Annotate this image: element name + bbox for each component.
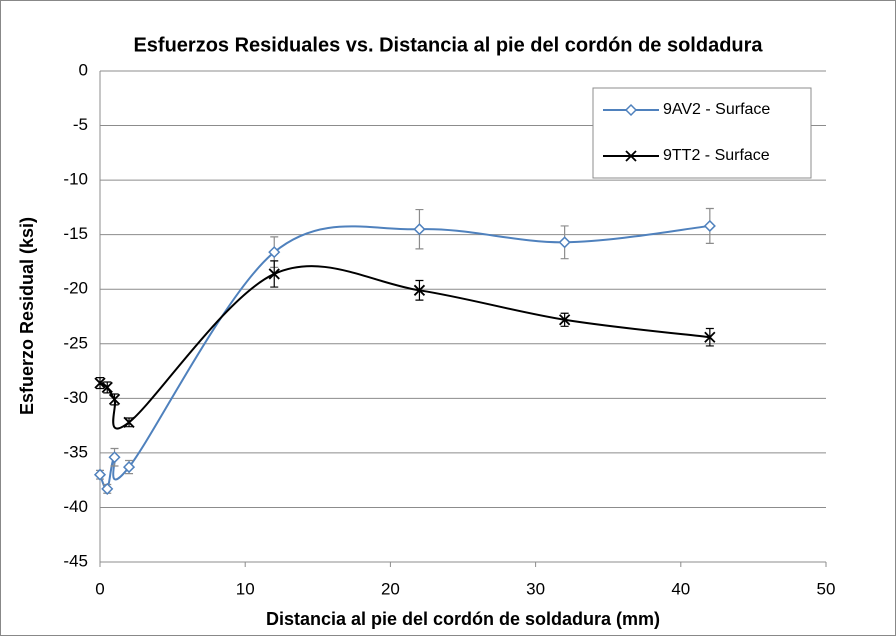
y-tick-label: -15: [63, 224, 88, 243]
marker: [413, 223, 426, 236]
marker: [413, 284, 426, 296]
y-tick-label: -5: [73, 115, 88, 134]
y-tick-label: -40: [63, 497, 88, 516]
x-tick-label: 20: [381, 579, 400, 598]
y-axis-label: Esfuerzo Residual (ksi): [17, 217, 37, 415]
y-tick-label: -30: [63, 388, 88, 407]
y-tick-label: -25: [63, 333, 88, 352]
x-tick-label: 30: [526, 579, 545, 598]
marker: [101, 381, 113, 394]
marker: [704, 331, 716, 343]
marker: [123, 416, 135, 428]
marker: [559, 314, 571, 326]
x-axis-label: Distancia al pie del cordón de soldadura…: [266, 609, 660, 629]
marker: [558, 236, 571, 249]
marker: [122, 461, 136, 474]
marker: [703, 219, 716, 232]
y-tick-label: -45: [63, 551, 88, 570]
y-tick-label: -10: [63, 170, 88, 189]
marker: [108, 393, 121, 406]
legend-marker: [625, 150, 637, 162]
x-tick-label: 10: [236, 579, 255, 598]
chart-title: Esfuerzos Residuales vs. Distancia al pi…: [133, 34, 763, 56]
x-tick-label: 0: [95, 579, 104, 598]
legend-label: 9TT2 - Surface: [663, 147, 770, 164]
y-tick-label: -35: [63, 442, 88, 461]
y-tick-label: 0: [79, 60, 88, 79]
legend-box: [592, 87, 812, 179]
marker: [94, 377, 106, 389]
marker: [93, 468, 107, 481]
marker: [268, 246, 281, 259]
legend-label: 9AV2 - Surface: [663, 101, 770, 118]
marker: [101, 482, 114, 495]
legend-marker: [624, 103, 638, 117]
y-tick-label: -20: [63, 279, 88, 298]
x-tick-label: 40: [671, 579, 690, 598]
x-tick-label: 50: [817, 579, 836, 598]
marker: [268, 268, 280, 280]
marker: [108, 451, 121, 464]
